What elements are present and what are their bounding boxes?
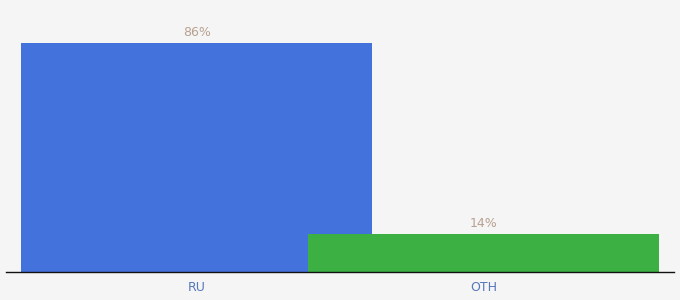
Text: 86%: 86% xyxy=(183,26,211,39)
Text: 14%: 14% xyxy=(469,218,497,230)
Bar xyxy=(22,43,372,272)
Bar xyxy=(308,235,658,272)
